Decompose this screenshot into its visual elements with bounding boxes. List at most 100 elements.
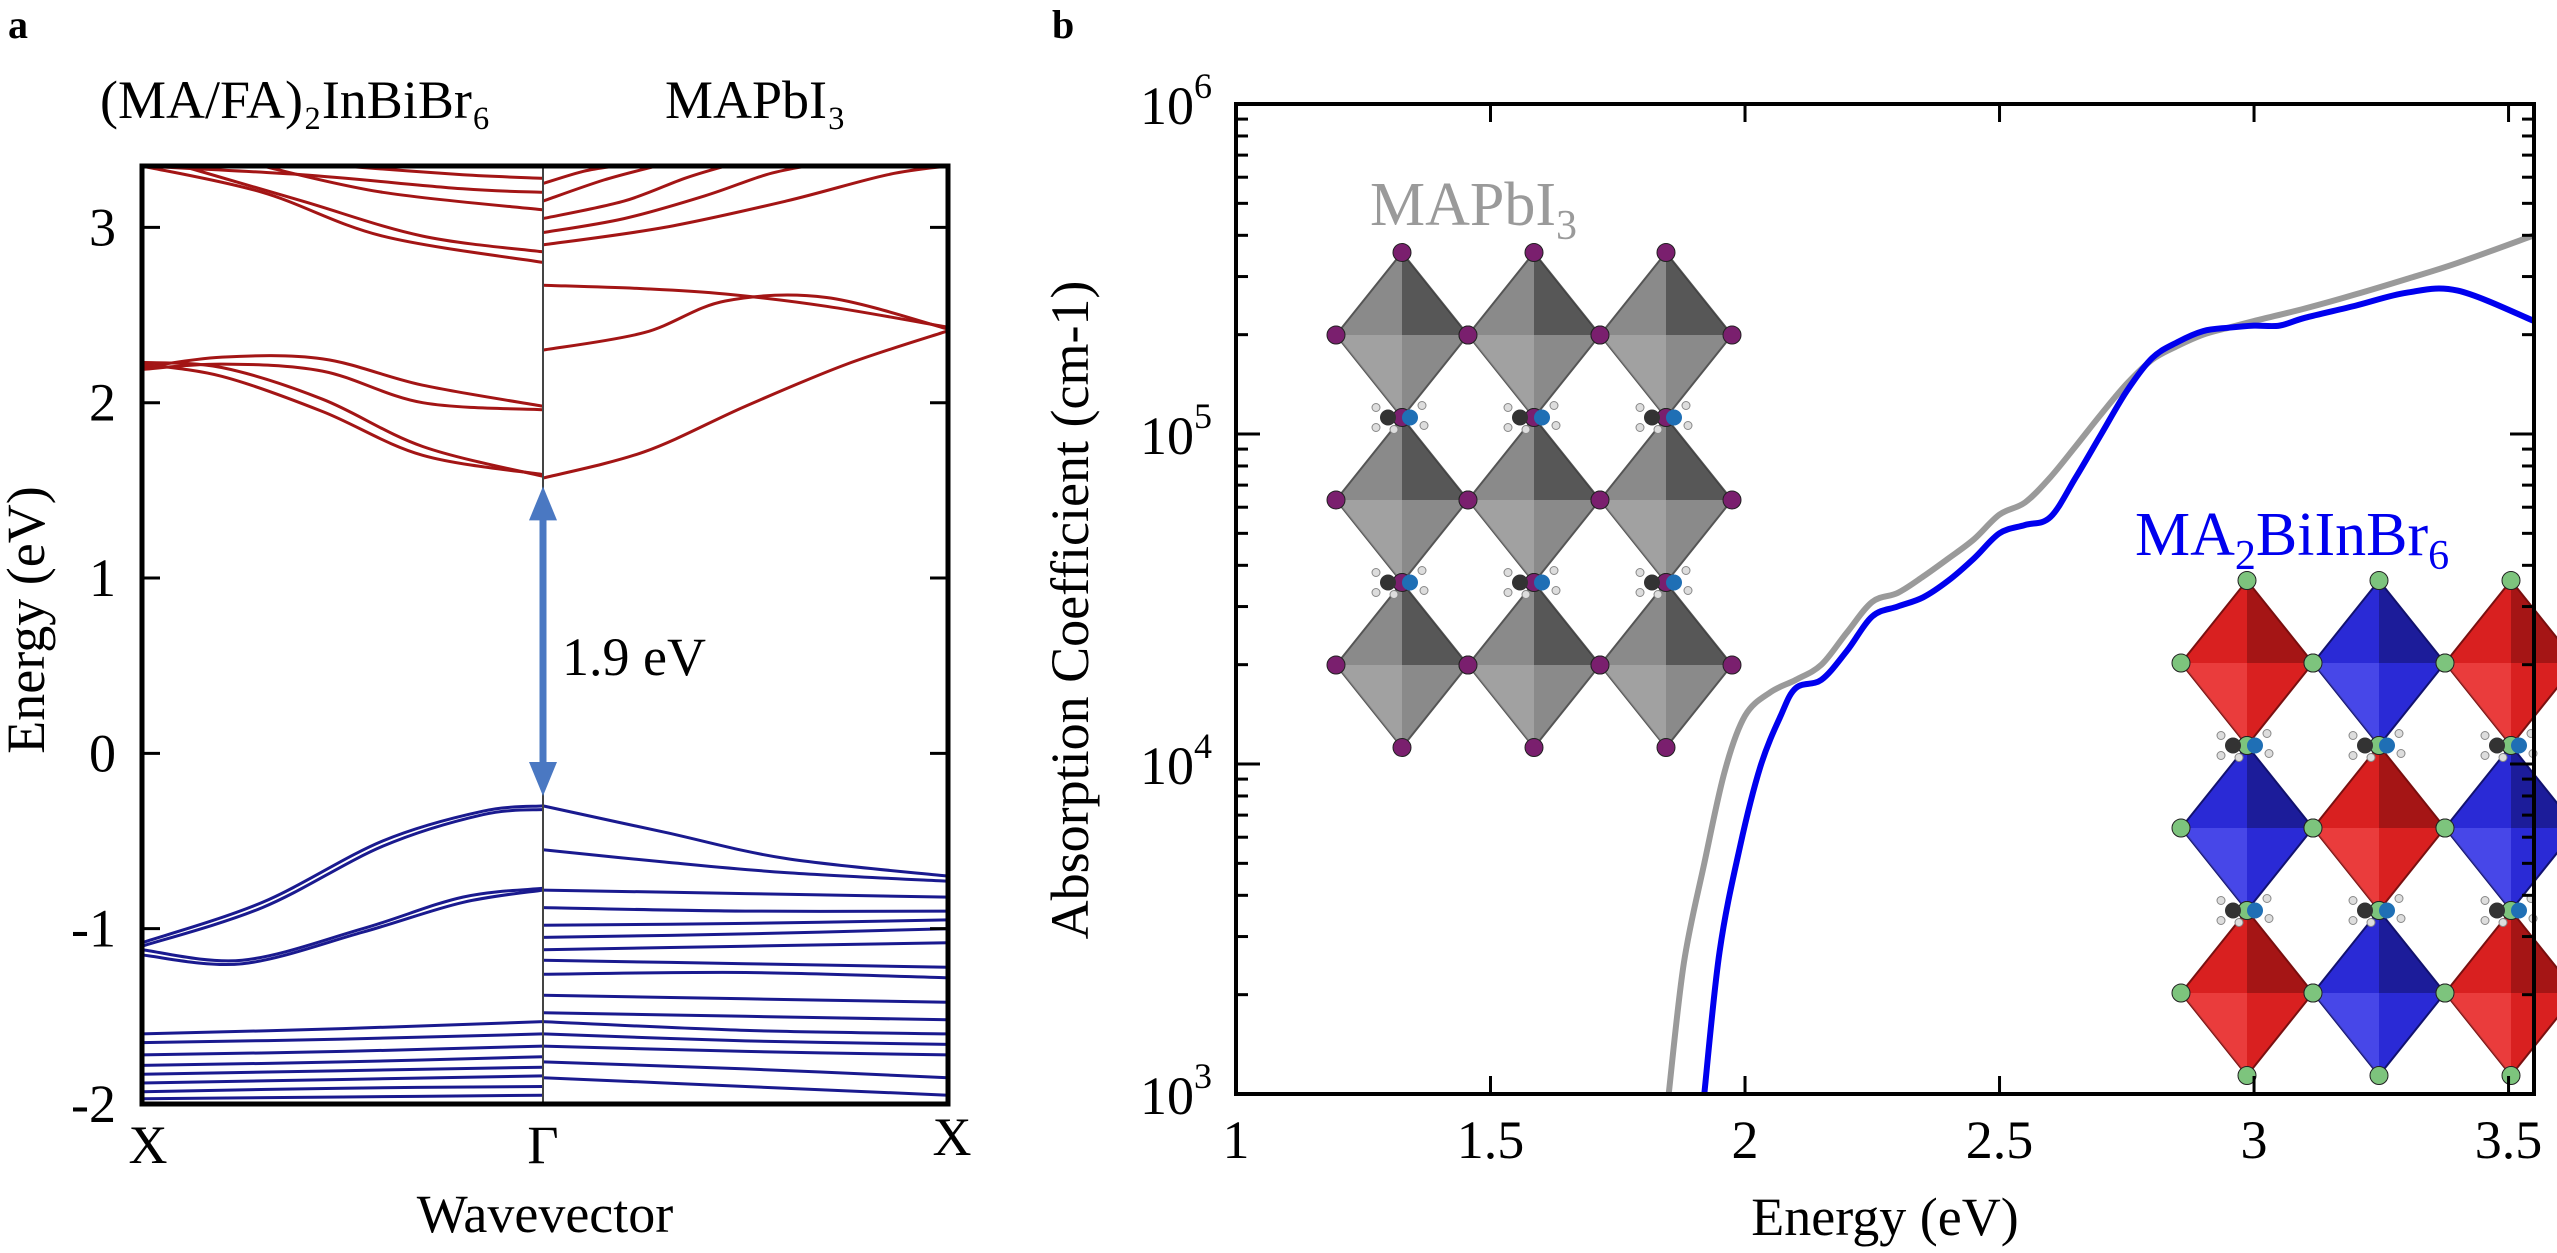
left-valence-band-10 [141, 1085, 544, 1094]
series-label-mapbi3: MAPbI3 [1370, 171, 1577, 249]
hydrogen-atom [1683, 586, 1693, 595]
hydrogen-atom [1503, 403, 1513, 412]
carbon-atom [2489, 902, 2505, 919]
halide-atom [1326, 655, 1346, 675]
octahedron-face [1336, 335, 1402, 418]
hydrogen-atom [2216, 896, 2226, 905]
hydrogen-atom [2348, 751, 2358, 760]
hydrogen-atom [1549, 566, 1559, 575]
octahedron-face [1600, 500, 1666, 583]
absorption-tick-label: 106 [1140, 66, 1212, 136]
left-conduction-band-4 [141, 164, 544, 264]
right-valence-band-3 [542, 906, 949, 913]
energy-tick-label: 0 [89, 723, 116, 783]
carbon-atom [1512, 409, 1528, 426]
hydrogen-atom [2396, 749, 2406, 758]
hydrogen-atom [1635, 403, 1645, 412]
octahedron-face [2181, 993, 2247, 1076]
band-gap-arrow [529, 486, 557, 796]
energy-b-tick-label: 2.5 [1966, 1110, 2034, 1170]
hydrogen-atom [2498, 753, 2508, 762]
halide-atom [1392, 243, 1412, 262]
hydrogen-atom [1521, 590, 1531, 599]
left-valence-band-7 [141, 1055, 544, 1067]
octahedron-face [1402, 252, 1468, 335]
carbon-atom [1380, 574, 1396, 591]
hydrogen-atom [2262, 894, 2272, 903]
octahedron-face [2247, 580, 2313, 663]
halide-atom [1326, 490, 1346, 510]
right-valence-band-7 [542, 958, 949, 969]
octahedron-face [1468, 335, 1534, 418]
hydrogen-atom [1371, 403, 1381, 412]
hydrogen-atom [1417, 566, 1427, 575]
halide-atom [1722, 490, 1742, 510]
energy-b-tick-label: 1.5 [1457, 1110, 1525, 1170]
octahedron-face [2445, 828, 2511, 911]
absorption-tick-label: 103 [1140, 1056, 1212, 1126]
halide-atom [2369, 1066, 2389, 1085]
band-structure-panel: a (MA/FA)₂InBiBr₆ MAPbI₃ 3 2 1 0 -1 -2 1.9 eV… [0, 2, 972, 1244]
nitrogen-atom [1402, 574, 1418, 591]
right-conduction-bands [542, 164, 949, 480]
halide-atom [1458, 655, 1478, 675]
halide-atom [1590, 655, 1610, 675]
hydrogen-atom [1681, 566, 1691, 575]
octahedron-face [1600, 665, 1666, 748]
right-valence-band-10 [542, 1011, 949, 1022]
band-gap-annotation: 1.9 eV [562, 627, 706, 687]
right-valence-band-14 [542, 1060, 949, 1080]
octahedron-face [1402, 417, 1468, 500]
left-conduction-band-7 [141, 164, 544, 194]
halide-atom [2435, 983, 2455, 1003]
octahedron-face [2313, 663, 2379, 746]
left-valence-band-3 [141, 888, 544, 966]
hydrogen-atom [1419, 421, 1429, 430]
carbon-atom [2357, 737, 2373, 754]
left-conduction-band-0 [141, 354, 544, 408]
absorption-series-line-1 [1701, 285, 2536, 1095]
halide-atom [1656, 243, 1676, 262]
hydrogen-atom [2366, 753, 2376, 762]
mapbi3-crystal-structure-image [1326, 243, 1742, 757]
hydrogen-atom [2348, 896, 2358, 905]
hydrogen-atom [2480, 916, 2490, 925]
right-valence-band-8 [542, 970, 949, 980]
halide-atom [1722, 325, 1742, 345]
carbon-atom [2489, 737, 2505, 754]
left-valence-bands [141, 804, 544, 1101]
octahedron-face [2313, 993, 2379, 1076]
halide-atom [1656, 738, 1676, 757]
energy-b-tick-label: 3.5 [2475, 1110, 2543, 1170]
hydrogen-atom [2394, 894, 2404, 903]
right-conduction-band-0 [542, 329, 949, 480]
panel-a-ylabel: Energy (eV) [0, 486, 56, 753]
carbon-atom [2225, 737, 2241, 754]
hydrogen-atom [2234, 753, 2244, 762]
left-valence-band-8 [141, 1065, 544, 1076]
octahedron-face [2181, 663, 2247, 746]
nitrogen-atom [2247, 737, 2263, 754]
nitrogen-atom [2379, 902, 2395, 919]
left-conduction-band-3 [141, 362, 544, 477]
halide-atom [2369, 571, 2389, 590]
carbon-atom [2357, 902, 2373, 919]
right-valence-band-9 [542, 993, 949, 1004]
octahedron-face [1336, 500, 1402, 583]
hydrogen-atom [2262, 729, 2272, 738]
panel-a-title-left: (MA/FA)₂InBiBr₆ [100, 70, 491, 130]
halide-atom [2171, 818, 2191, 838]
panel-b-ylabel: Absorption Coefficient (cm-1) [1040, 281, 1100, 940]
hydrogen-atom [1635, 568, 1645, 577]
halide-atom [2171, 983, 2191, 1003]
left-valence-band-0 [141, 804, 544, 945]
energy-axis-ticks: 3 2 1 0 -1 -2 [71, 197, 948, 1134]
right-valence-band-5 [542, 927, 949, 939]
octahedron-face [1600, 335, 1666, 418]
halide-atom [1458, 325, 1478, 345]
hydrogen-atom [2348, 916, 2358, 925]
left-conduction-band-5 [181, 164, 544, 254]
halide-atom [2501, 1066, 2521, 1085]
halide-atom [1590, 490, 1610, 510]
kpoint-label-x-left: X [129, 1115, 168, 1175]
